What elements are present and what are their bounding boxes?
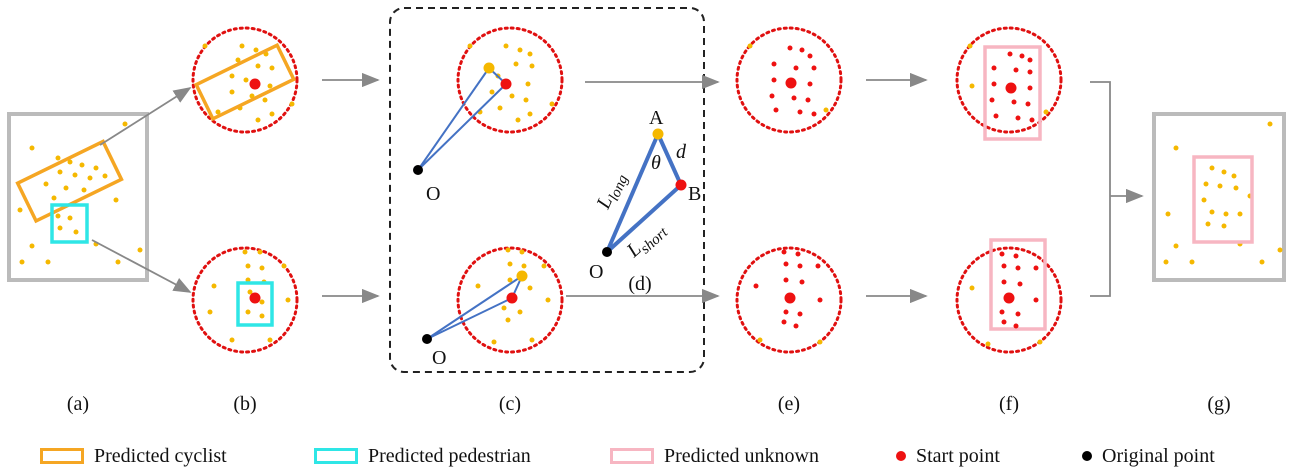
angle-label: θ	[651, 152, 661, 174]
panel-f-bottom	[955, 238, 1063, 354]
panel-label-c: (c)	[499, 393, 521, 415]
pipeline-diagram: O O A B O d θ Llong	[7, 7, 1286, 415]
legend-cyclist: Predicted cyclist	[40, 443, 227, 469]
legend-pedestrian: Predicted pedestrian	[314, 443, 531, 469]
pedestrian-box	[50, 203, 89, 244]
panel-label-e: (e)	[778, 393, 800, 415]
start-point	[249, 292, 261, 304]
legend-pedestrian-label: Predicted pedestrian	[368, 444, 531, 467]
unknown-swatch	[610, 448, 654, 464]
original-point	[422, 334, 432, 344]
legend-cyclist-label: Predicted cyclist	[94, 444, 227, 467]
panel-label-d: (d)	[628, 273, 651, 295]
angle-computation-group	[389, 7, 705, 373]
panel-label-b: (b)	[233, 393, 256, 415]
start-point	[1005, 82, 1017, 94]
unknown-box	[1192, 155, 1254, 244]
start-point	[785, 77, 797, 89]
origin-label: O	[432, 347, 446, 369]
start-point	[784, 292, 796, 304]
panel-label-a: (a)	[67, 393, 89, 415]
panel-label-f: (f)	[999, 393, 1019, 415]
pedestrian-swatch	[314, 448, 358, 464]
legend-original-point: Original point	[1082, 443, 1215, 469]
d-origin-label: O	[589, 261, 603, 283]
start-point	[249, 78, 261, 90]
panel-d-triangle: A B O d θ Llong Lshort	[589, 107, 701, 283]
panel-c-bottom: O	[422, 246, 564, 369]
panel-label-g: (g)	[1207, 393, 1230, 415]
panel-f-top	[955, 26, 1063, 141]
start-point-dot	[896, 451, 906, 461]
legend-start-point-label: Start point	[916, 444, 1000, 467]
legend-start-point: Start point	[896, 443, 1000, 469]
scene-points	[17, 121, 143, 265]
scene-frame	[1152, 112, 1286, 282]
start-point	[1003, 292, 1015, 304]
arrow-a-to-b-bottom	[91, 239, 192, 293]
cyclist-swatch	[40, 448, 84, 464]
original-point-dot	[1082, 451, 1092, 461]
scene-frame	[7, 112, 149, 282]
panel-b-top	[191, 26, 299, 134]
panel-e-top	[735, 26, 843, 134]
l-short-label: Lshort	[622, 217, 672, 266]
origin-label: O	[426, 183, 440, 205]
point-a-label: A	[649, 107, 664, 129]
merge-connector	[1090, 81, 1144, 297]
legend-unknown: Predicted unknown	[610, 443, 819, 469]
panel-a-scene	[7, 112, 149, 282]
arrow-a-to-b-top	[99, 87, 192, 146]
point-b-label: B	[688, 183, 701, 205]
original-point	[413, 165, 423, 175]
panel-e-bottom	[735, 246, 843, 354]
panel-c-top: O	[413, 26, 564, 205]
legend-unknown-label: Predicted unknown	[664, 444, 819, 467]
panel-b-bottom	[191, 246, 299, 354]
distance-label: d	[676, 141, 687, 163]
cyclist-box	[15, 139, 124, 224]
legend-original-point-label: Original point	[1102, 444, 1215, 467]
panel-g-scene	[1152, 112, 1286, 282]
